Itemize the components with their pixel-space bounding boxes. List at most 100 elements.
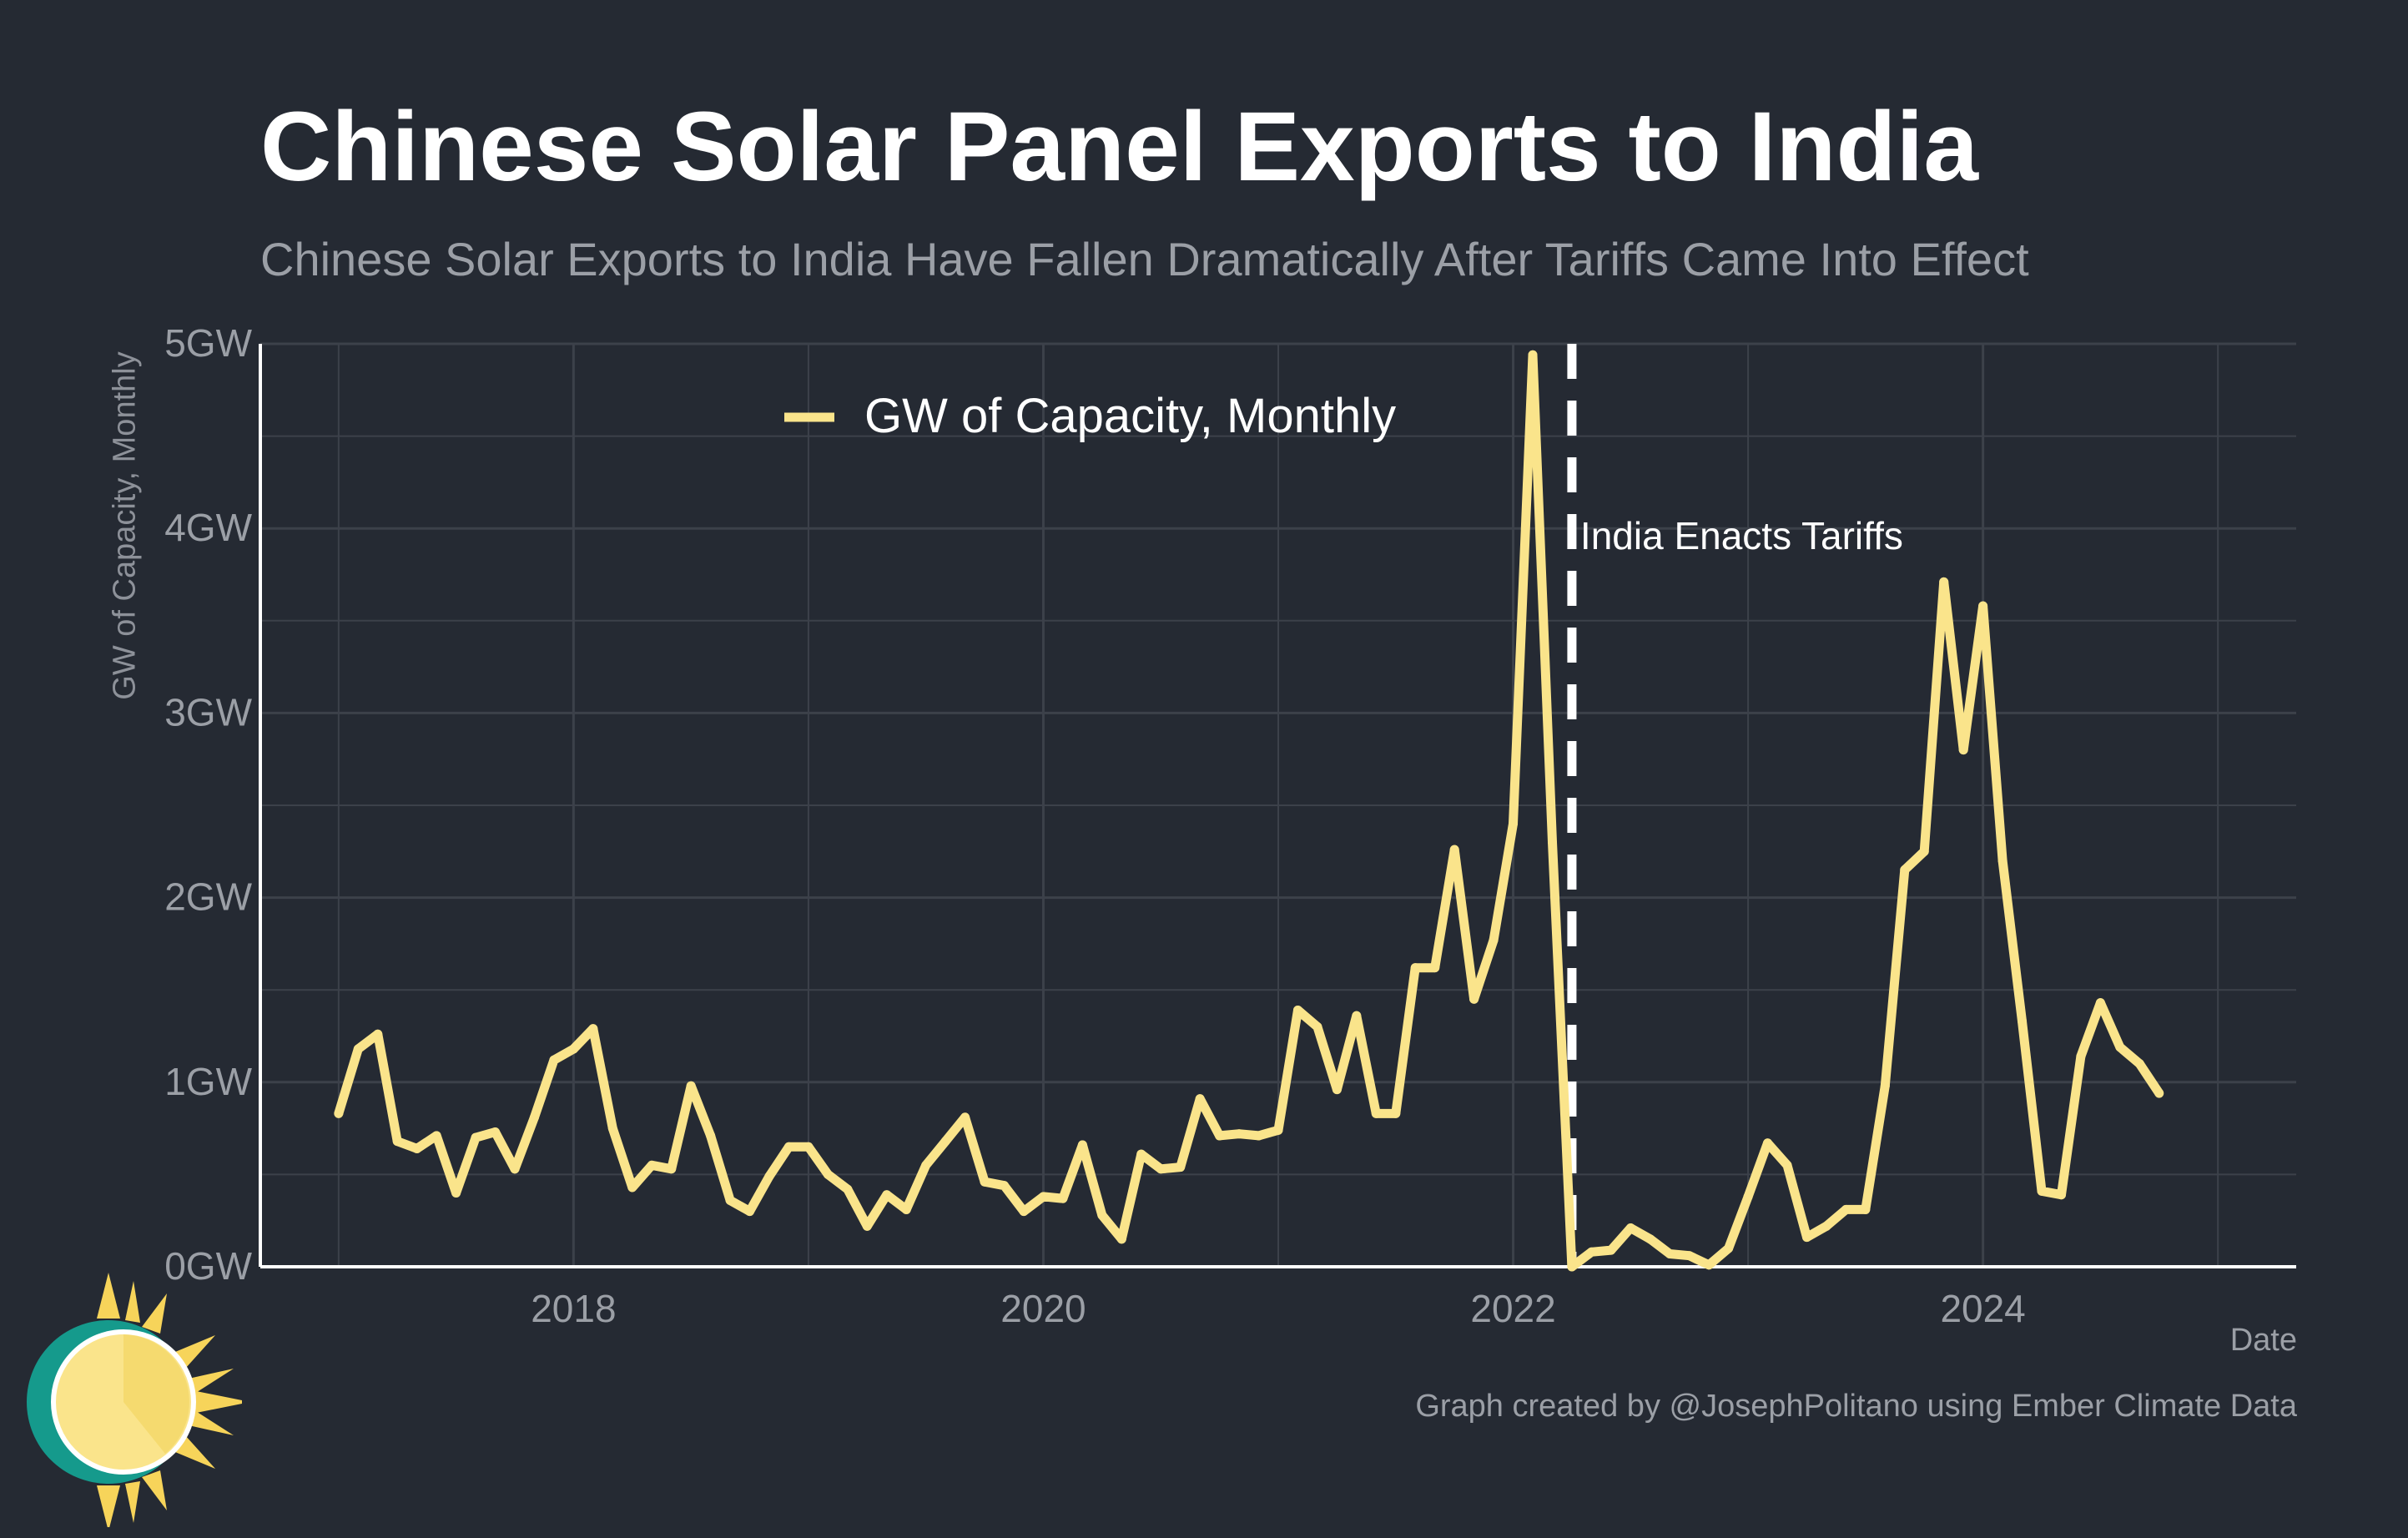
data-point [1234, 1129, 1244, 1139]
series-line [334, 350, 2164, 1272]
data-point [2115, 1042, 2125, 1052]
data-point [1782, 1160, 1792, 1170]
data-point [1136, 1149, 1146, 1159]
y-tick-label: 2GW [164, 875, 252, 919]
data-point [667, 1164, 677, 1174]
data-point [1489, 935, 1499, 945]
data-point [1391, 1108, 1401, 1118]
chart-subtitle: Chinese Solar Exports to India Have Fall… [260, 233, 2029, 285]
data-point [607, 1123, 617, 1133]
tariff-annotation: India Enacts Tariffs [1580, 514, 1903, 557]
y-tick-label: 1GW [164, 1060, 252, 1103]
data-point [1371, 1108, 1381, 1118]
data-point [862, 1221, 872, 1231]
data-point [1743, 1192, 1753, 1202]
data-point [1763, 1138, 1773, 1148]
data-point [1997, 855, 2008, 865]
data-point [1606, 1245, 1616, 1255]
data-point [1586, 1247, 1596, 1257]
data-point [588, 1024, 598, 1034]
data-point [940, 1137, 950, 1147]
data-point [1567, 1262, 1577, 1272]
data-point [1019, 1207, 1029, 1217]
data-point [1312, 1021, 1322, 1031]
data-point [373, 1029, 383, 1039]
data-point [627, 1182, 637, 1193]
data-point [451, 1188, 461, 1198]
sun-rays [97, 1273, 242, 1527]
data-point [1038, 1192, 1048, 1202]
x-tick-label: 2024 [1940, 1287, 2025, 1330]
data-point [334, 1108, 344, 1118]
data-point [1254, 1131, 1264, 1141]
data-point [960, 1112, 970, 1122]
data-point [1704, 1260, 1714, 1270]
legend-label: GW of Capacity, Monthly [864, 389, 1396, 443]
data-point [725, 1195, 735, 1205]
data-point [2037, 1186, 2047, 1196]
data-point [1097, 1210, 1107, 1220]
data-point [2076, 1051, 2086, 1061]
data-point [1469, 994, 1479, 1004]
data-point [921, 1160, 931, 1170]
data-point [1156, 1164, 1166, 1174]
data-point [1195, 1094, 1205, 1104]
y-tick-label: 0GW [164, 1244, 252, 1288]
data-point [1430, 963, 1440, 973]
data-point [2095, 998, 2105, 1008]
data-point [510, 1164, 520, 1174]
data-point [2134, 1059, 2144, 1069]
data-point [2154, 1088, 2164, 1098]
data-point [1449, 845, 1459, 855]
y-tick-label: 5GW [164, 321, 252, 365]
data-point [980, 1177, 990, 1187]
data-point [1978, 601, 1988, 611]
data-point [353, 1044, 363, 1054]
data-point [1958, 745, 1968, 755]
data-point [1273, 1125, 1283, 1135]
data-point [1000, 1181, 1010, 1191]
data-point [647, 1160, 657, 1170]
data-point [1861, 1204, 1871, 1214]
data-point [1352, 1011, 1362, 1021]
data-point [1292, 1006, 1302, 1016]
x-tick-label: 2020 [1000, 1287, 1086, 1330]
data-point [1077, 1140, 1087, 1150]
data-point [686, 1081, 696, 1091]
data-point [1685, 1251, 1695, 1261]
data-point [823, 1169, 833, 1179]
data-point [491, 1127, 501, 1137]
source-credit: Graph created by @JosephPolitano using E… [1415, 1389, 2297, 1424]
data-point [764, 1172, 774, 1182]
data-point [804, 1142, 814, 1152]
data-point [1841, 1204, 1851, 1214]
x-tick-label: 2018 [531, 1287, 616, 1330]
data-point [1176, 1162, 1186, 1172]
data-point [1880, 1081, 1890, 1091]
data-point [843, 1184, 853, 1194]
sun-icon [27, 1273, 242, 1527]
data-point [431, 1131, 441, 1141]
x-axis-title: Date [2229, 1323, 2297, 1358]
data-point [1528, 350, 1538, 360]
data-point [1625, 1223, 1635, 1233]
y-tick-label: 4GW [164, 506, 252, 549]
data-point [2056, 1190, 2066, 1200]
data-point [1547, 837, 1557, 847]
y-tick-label: 3GW [164, 690, 252, 734]
data-point [1509, 819, 1519, 829]
data-point [2018, 1016, 2028, 1026]
x-tick-label: 2022 [1470, 1287, 1555, 1330]
data-point [1116, 1234, 1126, 1244]
data-point [471, 1132, 481, 1142]
chart-title: Chinese Solar Panel Exports to India [260, 92, 1978, 202]
data-point [1900, 865, 1910, 875]
data-point [549, 1055, 559, 1065]
data-point [706, 1131, 716, 1141]
data-point [1645, 1234, 1655, 1244]
data-point [1724, 1243, 1734, 1253]
data-point [901, 1204, 911, 1214]
data-point [1410, 963, 1420, 973]
data-point [745, 1207, 755, 1217]
